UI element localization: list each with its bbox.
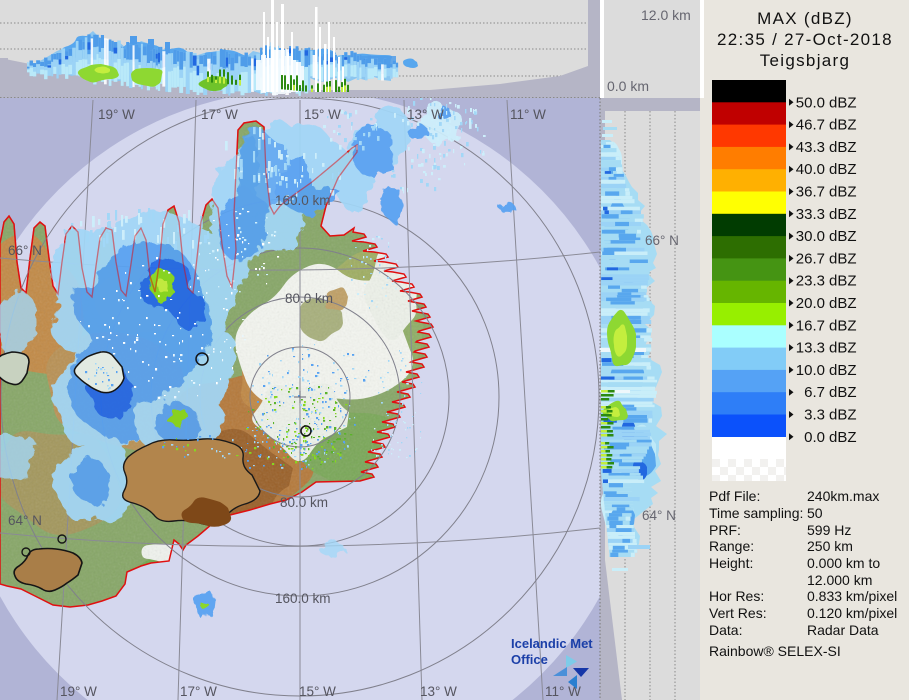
svg-text:dBZ: dBZ <box>829 295 857 312</box>
svg-text:23.3: 23.3 <box>796 273 825 290</box>
svg-text:50: 50 <box>807 505 823 521</box>
svg-text:dBZ: dBZ <box>829 206 857 223</box>
svg-text:13° W: 13° W <box>420 684 457 699</box>
svg-text:dBZ: dBZ <box>829 250 857 267</box>
svg-text:250 km: 250 km <box>807 538 853 554</box>
svg-text:0.0: 0.0 <box>804 429 825 446</box>
svg-text:dBZ: dBZ <box>829 184 857 201</box>
svg-text:160.0 km: 160.0 km <box>275 591 331 606</box>
svg-text:dBZ: dBZ <box>829 384 857 401</box>
svg-text:19° W: 19° W <box>98 107 135 122</box>
svg-text:64° N: 64° N <box>8 513 42 528</box>
svg-text:22:35 / 27-Oct-2018: 22:35 / 27-Oct-2018 <box>717 30 893 49</box>
svg-text:dBZ: dBZ <box>829 94 857 111</box>
svg-text:11° W: 11° W <box>545 684 581 699</box>
svg-text:40.0: 40.0 <box>796 161 825 178</box>
svg-text:599 Hz: 599 Hz <box>807 522 851 538</box>
svg-text:36.7: 36.7 <box>796 184 825 201</box>
svg-text:10.0: 10.0 <box>796 362 825 379</box>
svg-text:Range:: Range: <box>709 538 754 554</box>
svg-text:dBZ: dBZ <box>829 317 857 334</box>
svg-text:0.0 km: 0.0 km <box>607 78 649 94</box>
svg-text:Icelandic Met: Icelandic Met <box>511 636 593 651</box>
svg-text:Time sampling:: Time sampling: <box>709 505 803 521</box>
svg-text:66° N: 66° N <box>645 233 679 248</box>
svg-text:12.0 km: 12.0 km <box>641 7 691 23</box>
svg-text:6.7: 6.7 <box>804 384 825 401</box>
svg-text:66° N: 66° N <box>8 243 42 258</box>
svg-text:0.833 km/pixel: 0.833 km/pixel <box>807 588 897 604</box>
svg-text:240km.max: 240km.max <box>807 488 879 504</box>
svg-text:17° W: 17° W <box>180 684 217 699</box>
svg-text:MAX (dBZ): MAX (dBZ) <box>757 9 853 28</box>
svg-text:dBZ: dBZ <box>829 161 857 178</box>
svg-text:dBZ: dBZ <box>829 429 857 446</box>
svg-text:33.3: 33.3 <box>796 206 825 223</box>
svg-text:13.3: 13.3 <box>796 340 825 357</box>
svg-text:Rainbow® SELEX-SI: Rainbow® SELEX-SI <box>709 643 841 659</box>
svg-text:3.3: 3.3 <box>804 407 825 424</box>
svg-text:20.0: 20.0 <box>796 295 825 312</box>
svg-text:50.0: 50.0 <box>796 94 825 111</box>
svg-text:12.000 km: 12.000 km <box>807 572 872 588</box>
svg-text:Radar Data: Radar Data <box>807 622 879 638</box>
svg-text:43.3: 43.3 <box>796 139 825 156</box>
svg-text:dBZ: dBZ <box>829 273 857 290</box>
svg-text:80.0 km: 80.0 km <box>280 495 328 510</box>
svg-text:Office: Office <box>511 652 548 667</box>
svg-text:17° W: 17° W <box>201 107 238 122</box>
svg-text:dBZ: dBZ <box>829 362 857 379</box>
svg-text:dBZ: dBZ <box>829 340 857 357</box>
svg-text:11° W: 11° W <box>510 107 546 122</box>
svg-text:dBZ: dBZ <box>829 117 857 134</box>
svg-text:Height:: Height: <box>709 555 753 571</box>
svg-text:13° W: 13° W <box>407 107 444 122</box>
svg-text:Teigsbjarg: Teigsbjarg <box>760 51 851 70</box>
svg-text:Pdf File:: Pdf File: <box>709 488 760 504</box>
svg-text:26.7: 26.7 <box>796 250 825 267</box>
svg-text:Data:: Data: <box>709 622 742 638</box>
svg-text:15° W: 15° W <box>299 684 336 699</box>
svg-text:0.000 km to: 0.000 km to <box>807 555 880 571</box>
svg-text:dBZ: dBZ <box>829 139 857 156</box>
svg-text:80.0 km: 80.0 km <box>285 291 333 306</box>
svg-text:dBZ: dBZ <box>829 407 857 424</box>
svg-text:64° N: 64° N <box>642 508 676 523</box>
svg-text:0.120 km/pixel: 0.120 km/pixel <box>807 605 897 621</box>
svg-text:15° W: 15° W <box>304 107 341 122</box>
svg-text:PRF:: PRF: <box>709 522 741 538</box>
svg-text:Hor Res:: Hor Res: <box>709 588 764 604</box>
svg-text:Vert Res:: Vert Res: <box>709 605 767 621</box>
svg-text:160.0 km: 160.0 km <box>275 193 331 208</box>
svg-text:dBZ: dBZ <box>829 228 857 245</box>
svg-text:30.0: 30.0 <box>796 228 825 245</box>
svg-text:16.7: 16.7 <box>796 317 825 334</box>
svg-text:46.7: 46.7 <box>796 117 825 134</box>
svg-text:19° W: 19° W <box>60 684 97 699</box>
